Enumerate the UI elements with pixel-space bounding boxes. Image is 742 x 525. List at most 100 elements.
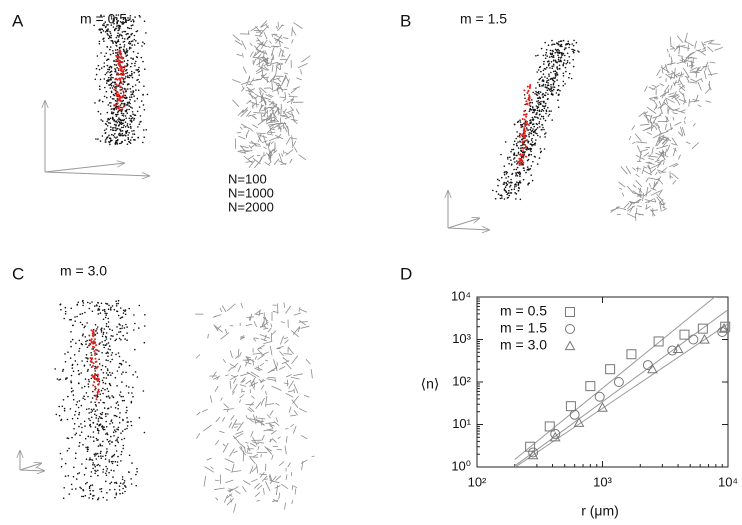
- point: [100, 28, 102, 30]
- point: [134, 133, 136, 135]
- branch: [272, 331, 276, 335]
- point: [520, 158, 522, 160]
- point: [532, 117, 534, 119]
- point: [121, 103, 123, 105]
- point: [123, 310, 125, 312]
- branch: [220, 308, 222, 312]
- point: [104, 56, 106, 58]
- point: [128, 392, 130, 394]
- branch: [250, 89, 255, 91]
- branch: [687, 77, 689, 81]
- point: [118, 68, 120, 70]
- point: [118, 315, 120, 317]
- point: [108, 472, 110, 474]
- point: [530, 122, 532, 124]
- point: [526, 127, 528, 129]
- point: [531, 130, 533, 132]
- branch: [204, 476, 206, 487]
- point: [514, 153, 516, 155]
- point: [81, 427, 83, 429]
- branch: [284, 47, 289, 48]
- branch: [225, 468, 231, 470]
- point: [106, 451, 108, 453]
- branch: [267, 379, 276, 381]
- point: [96, 328, 98, 330]
- branch: [288, 113, 294, 116]
- point: [102, 309, 104, 311]
- point: [120, 134, 122, 136]
- branch: [635, 214, 636, 221]
- point: [514, 188, 516, 190]
- point: [545, 105, 547, 107]
- point: [120, 396, 122, 398]
- point: [127, 425, 129, 427]
- point: [515, 172, 517, 174]
- point: [543, 116, 545, 118]
- point: [127, 112, 129, 114]
- marker-square: [680, 330, 689, 339]
- point: [123, 113, 125, 115]
- point: [513, 158, 515, 160]
- point: [113, 435, 115, 437]
- point: [108, 459, 110, 461]
- point: [519, 141, 521, 143]
- point: [497, 179, 499, 181]
- point: [120, 93, 122, 95]
- point: [543, 70, 545, 72]
- point: [127, 102, 129, 104]
- panel-m: m = 1.5: [460, 11, 507, 27]
- point: [112, 42, 114, 44]
- point: [100, 455, 102, 457]
- point: [97, 302, 99, 304]
- point: [543, 63, 545, 65]
- point: [534, 93, 536, 95]
- point: [111, 395, 113, 397]
- marker-circle: [570, 410, 579, 419]
- branch: [239, 352, 241, 356]
- point: [516, 193, 518, 195]
- point: [97, 453, 99, 455]
- point: [118, 352, 120, 354]
- panel-m: m = 3.0: [60, 263, 107, 279]
- branch: [654, 126, 657, 130]
- point: [129, 28, 131, 30]
- branch: [259, 59, 260, 66]
- point: [112, 98, 114, 100]
- point: [126, 428, 128, 430]
- point: [130, 106, 132, 108]
- point: [551, 119, 553, 121]
- point: [102, 120, 104, 122]
- branch: [673, 117, 674, 121]
- point: [103, 344, 105, 346]
- point: [507, 197, 509, 199]
- point: [97, 396, 99, 398]
- point: [54, 368, 56, 370]
- point: [67, 450, 69, 452]
- branch: [269, 137, 278, 141]
- point: [136, 471, 138, 473]
- point: [559, 90, 561, 92]
- point: [105, 413, 107, 415]
- point: [98, 420, 100, 422]
- point: [126, 133, 128, 135]
- point: [521, 155, 523, 157]
- point: [511, 163, 513, 165]
- point: [107, 434, 109, 436]
- point: [98, 313, 100, 315]
- point: [91, 354, 93, 356]
- branch: [290, 159, 292, 163]
- point: [132, 133, 134, 135]
- point: [115, 142, 117, 144]
- point: [111, 482, 113, 484]
- branch: [657, 170, 663, 172]
- marker-square: [586, 382, 595, 391]
- branch: [232, 384, 237, 393]
- point: [547, 107, 549, 109]
- point: [550, 78, 552, 80]
- point: [99, 69, 101, 71]
- point: [521, 160, 523, 162]
- point: [132, 59, 134, 61]
- branch: [295, 489, 296, 495]
- branch: [281, 107, 282, 116]
- point: [120, 339, 122, 341]
